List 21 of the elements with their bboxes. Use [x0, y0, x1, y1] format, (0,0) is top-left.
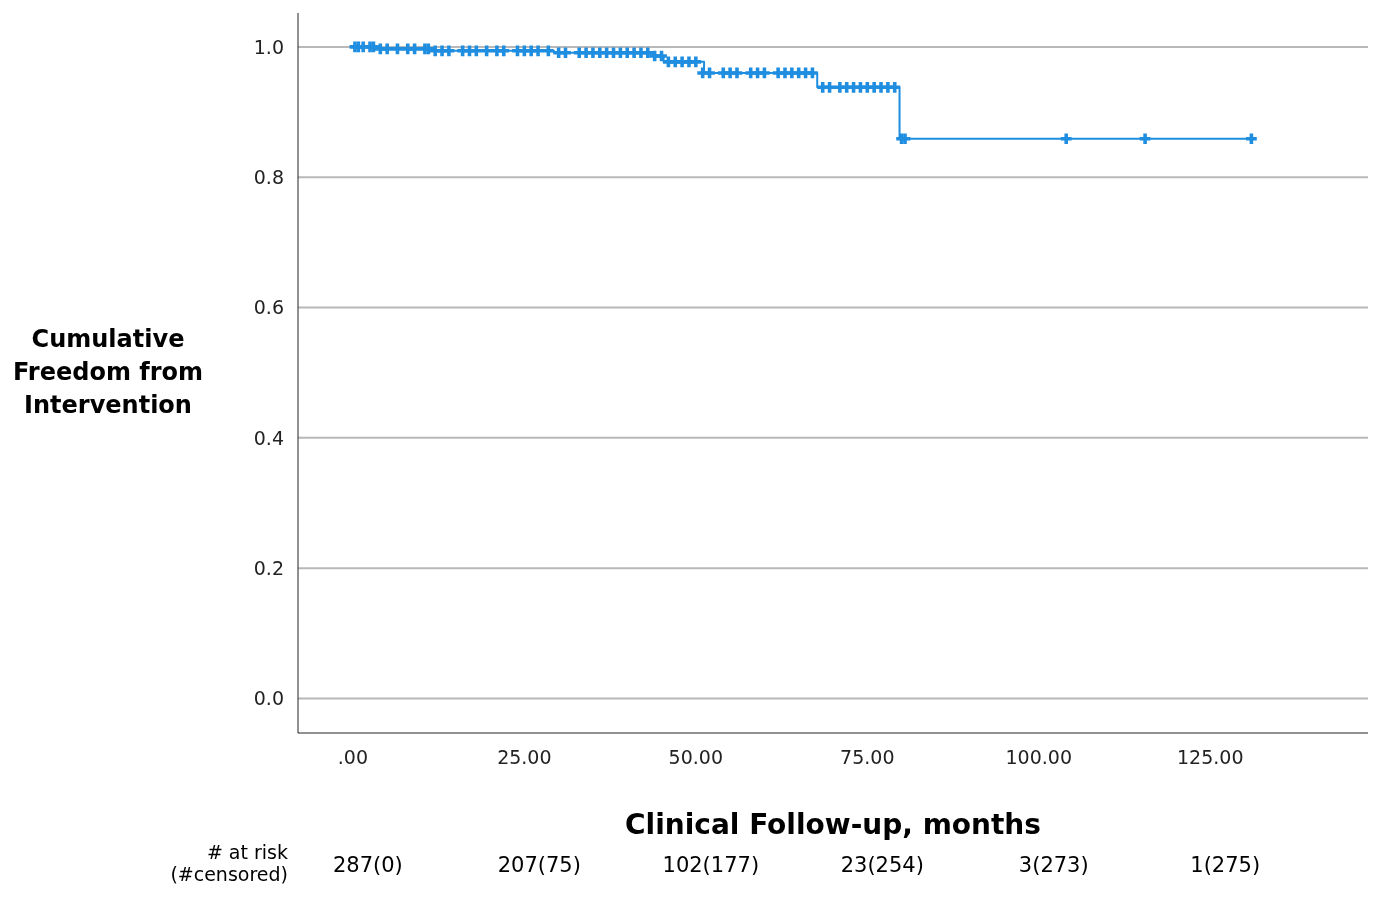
x-axis-title: Clinical Follow-up, months [624, 808, 1042, 841]
x-tick-label: 50.00 [668, 746, 724, 769]
y-tick-label: 0.8 [253, 165, 284, 188]
text: 23(254) [839, 853, 925, 877]
x-tick-label: .00 [337, 746, 368, 769]
y-tick-label: 0.4 [253, 426, 284, 449]
x-tick-label: 75.00 [840, 746, 895, 769]
x-tick-label: 25.00 [497, 746, 552, 769]
y-tick-label: 0.2 [253, 556, 284, 579]
x-tick-label: 125.00 [1177, 746, 1244, 769]
text: 102(177) [661, 853, 761, 877]
text: 3(273) [1017, 853, 1090, 877]
y-tick-label: 1.0 [253, 35, 284, 58]
y-tick-label: 0.6 [253, 296, 284, 319]
y-axis-title: Cumulative Freedom from Intervention [11, 324, 205, 421]
text: 207(75) [496, 853, 582, 877]
text: # at risk (#censored) [169, 841, 288, 885]
text: 1(275) [1189, 853, 1262, 877]
x-tick-label: 100.00 [1005, 746, 1073, 769]
y-tick-label: 0.0 [253, 687, 284, 710]
text: 287(0) [331, 853, 404, 877]
